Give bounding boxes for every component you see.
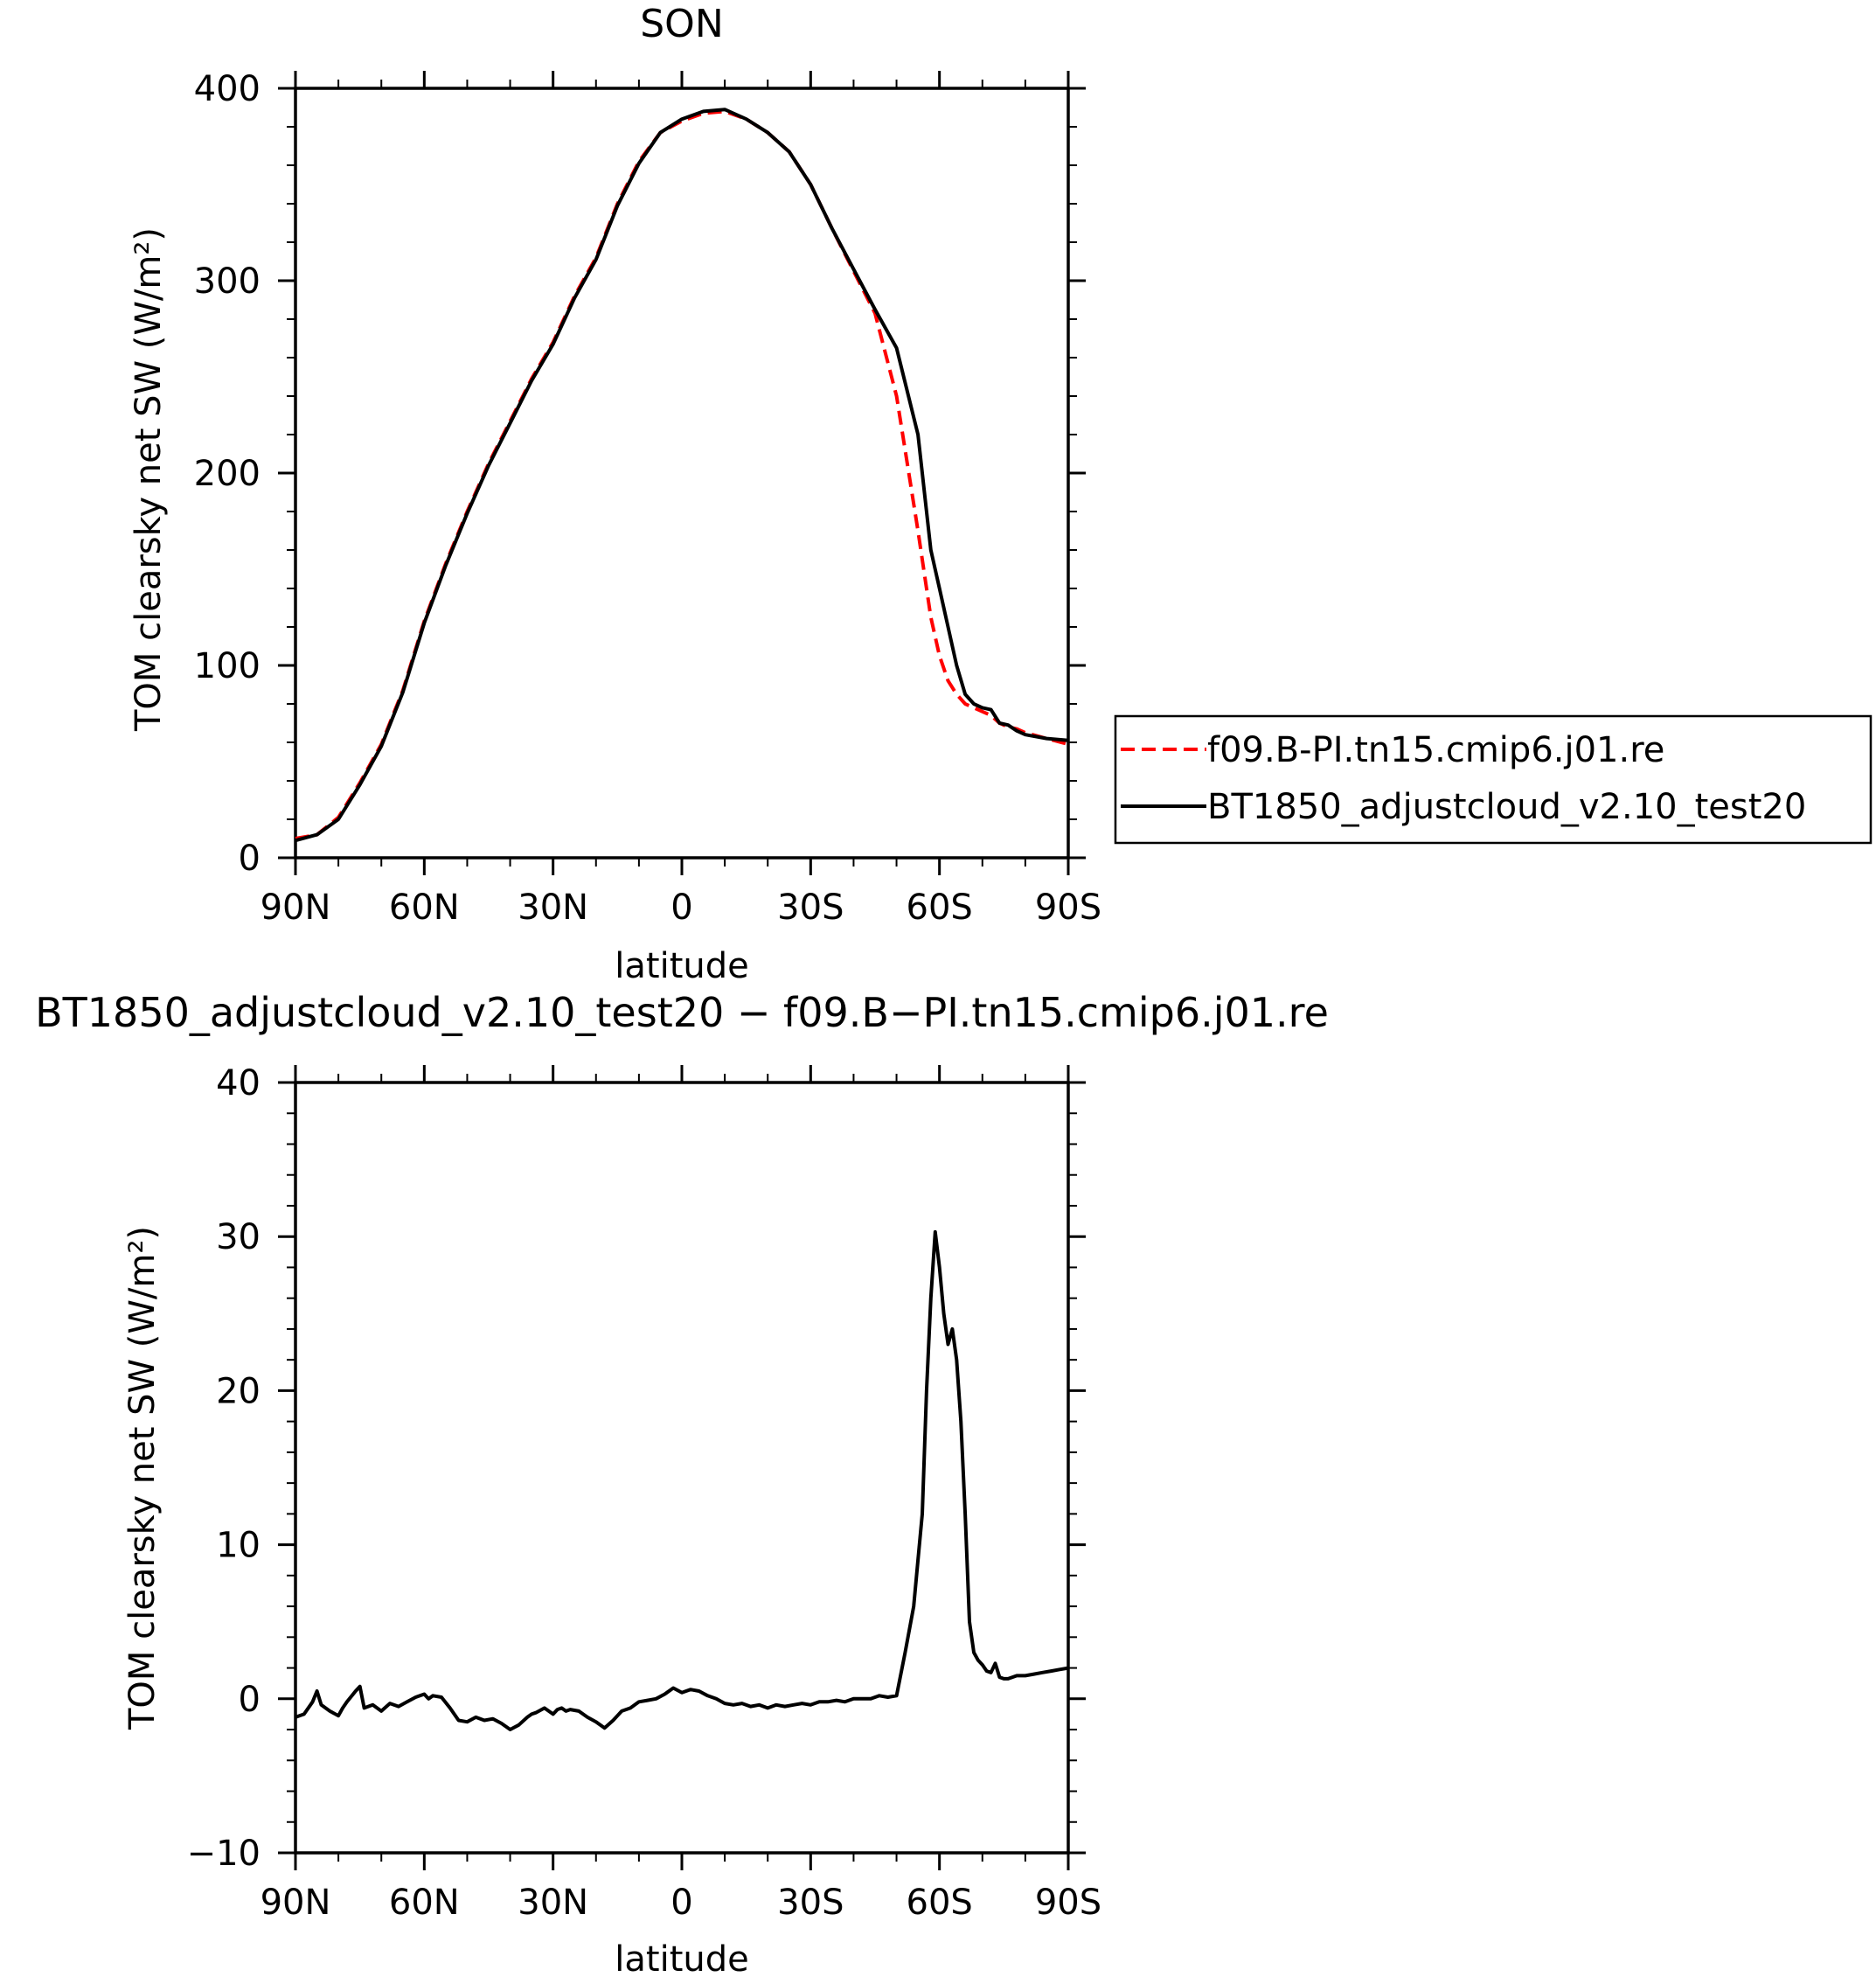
top-panel: SON 90N 60N 30N 0 30S 60S 90S 0 100 200 300 400 lat… <box>129 2 1101 986</box>
bottom-y-axis-label: TOM clearsky net SW (W/m²) <box>122 1226 163 1730</box>
bottom-chart-marks: 90N 60N 30N 0 30S 60S 90S −10 0 10 20 30 40 <box>187 1063 1102 1923</box>
bottom-x-tick-label: 30S <box>777 1883 844 1923</box>
top-x-tick-label: 90S <box>1035 888 1101 928</box>
bottom-x-tick-label: 90N <box>261 1883 331 1923</box>
bottom-panel: BT1850_adjustcloud_v2.10_test20 − f09.B−… <box>35 989 1329 1977</box>
top-x-tick-label: 60N <box>389 888 460 928</box>
top-y-axis-label: TOM clearsky net SW (W/m²) <box>129 227 169 732</box>
top-x-tick-label: 30N <box>518 888 588 928</box>
bottom-x-tick-label: 0 <box>670 1883 692 1923</box>
legend-label-series-2: BT1850_adjustcloud_v2.10_test20 <box>1207 787 1806 827</box>
top-series-line-1 <box>295 109 1069 840</box>
top-plot-frame <box>294 87 1070 860</box>
bottom-y-tick-label: 40 <box>216 1063 261 1103</box>
bottom-x-tick-label: 60S <box>907 1883 973 1923</box>
top-chart-title: SON <box>640 2 723 46</box>
top-x-axis-label: latitude <box>615 946 748 986</box>
top-y-tick-label: 0 <box>239 839 261 879</box>
bottom-y-tick-label: 0 <box>239 1680 261 1720</box>
bottom-y-tick-label: 10 <box>216 1526 261 1566</box>
top-y-tick-label: 300 <box>194 261 261 302</box>
top-x-tick-label: 60S <box>907 888 973 928</box>
top-y-tick-label: 200 <box>194 454 261 494</box>
top-series-line-2 <box>295 108 1069 843</box>
top-y-tick-label: 400 <box>194 69 261 109</box>
bottom-y-tick-label: −10 <box>187 1834 261 1874</box>
top-x-tick-label: 0 <box>670 888 692 928</box>
bottom-plot-frame <box>294 1081 1070 1855</box>
bottom-y-tick-label: 30 <box>216 1217 261 1257</box>
bottom-chart-title: BT1850_adjustcloud_v2.10_test20 − f09.B−… <box>35 989 1329 1036</box>
bottom-x-axis-label: latitude <box>615 1939 748 1977</box>
legend-label-series-1: f09.B-PI.tn15.cmip6.j01.re <box>1207 730 1664 770</box>
bottom-x-tick-label: 90S <box>1035 1883 1101 1923</box>
bottom-x-tick-label: 60N <box>389 1883 460 1923</box>
legend-box <box>1114 714 1873 845</box>
top-y-tick-label: 100 <box>194 646 261 686</box>
legend: f09.B-PI.tn15.cmip6.j01.re BT1850_adjust… <box>1114 714 1873 845</box>
bottom-series-line-1 <box>295 1229 1069 1731</box>
top-chart-marks: 90N 60N 30N 0 30S 60S 90S 0 100 200 300 400 <box>194 69 1102 928</box>
top-x-tick-label: 90N <box>261 888 331 928</box>
bottom-y-tick-label: 20 <box>216 1371 261 1411</box>
top-x-tick-label: 30S <box>777 888 844 928</box>
bottom-x-tick-label: 30N <box>518 1883 588 1923</box>
